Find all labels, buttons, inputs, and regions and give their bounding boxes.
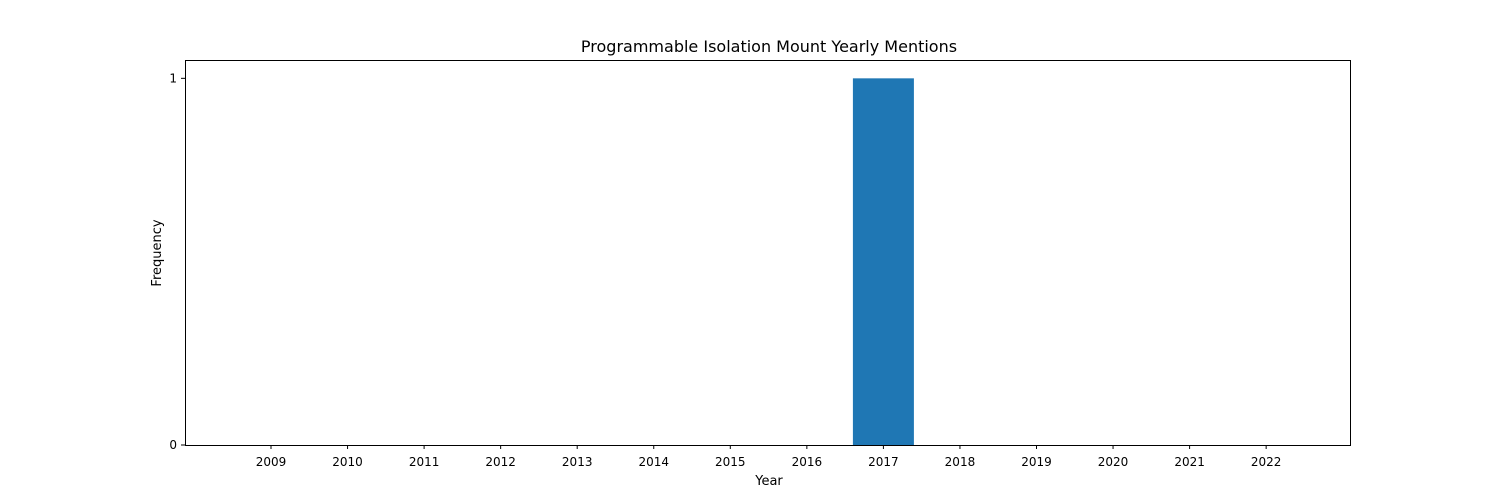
y-axis: 01	[169, 71, 185, 452]
x-tick-label: 2009	[256, 455, 287, 469]
bar-2017	[852, 78, 914, 445]
x-axis-label: Year	[754, 474, 783, 489]
y-axis-label: Frequency	[150, 219, 165, 286]
x-tick-label: 2022	[1251, 455, 1282, 469]
x-tick-label: 2016	[792, 455, 823, 469]
x-tick-label: 2017	[868, 455, 899, 469]
x-axis: 2009 2010 2011 2012 2013 2014 2015 2016 2017 2018…	[256, 445, 1282, 469]
y-tick-label: 0	[169, 438, 177, 452]
x-tick-label: 2020	[1098, 455, 1129, 469]
bars-group	[852, 78, 914, 445]
x-tick-label: 2021	[1174, 455, 1205, 469]
chart-title: Programmable Isolation Mount Yearly Ment…	[581, 37, 957, 56]
x-tick-label: 2013	[562, 455, 593, 469]
x-tick-label: 2011	[409, 455, 440, 469]
x-tick-label: 2018	[945, 455, 976, 469]
plot-frame	[185, 60, 1351, 446]
x-tick-label: 2010	[332, 455, 363, 469]
x-tick-label: 2015	[715, 455, 746, 469]
x-tick-label: 2012	[485, 455, 516, 469]
y-tick-label: 1	[169, 71, 177, 85]
x-tick-label: 2019	[1021, 455, 1052, 469]
x-tick-label: 2014	[638, 455, 669, 469]
